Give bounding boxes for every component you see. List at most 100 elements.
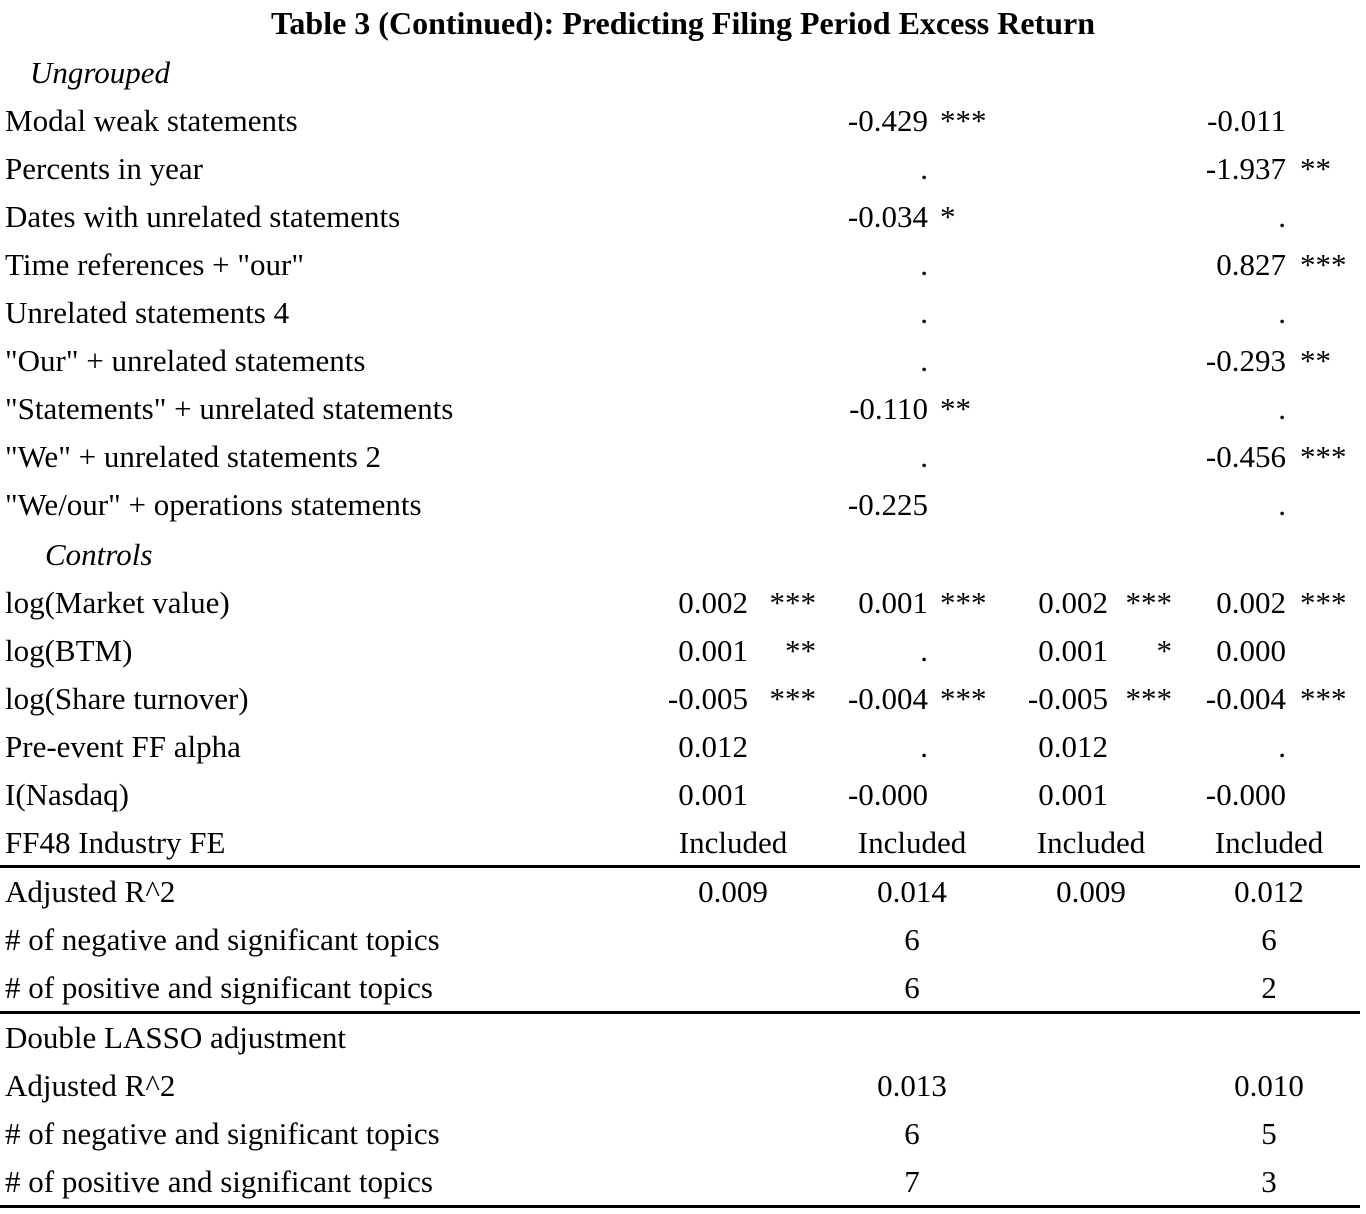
table-row-weour-operations: "We/our" + operations statements -0.225 … — [0, 481, 1366, 529]
col2-stars — [940, 433, 1000, 481]
col2-stars: ** — [940, 391, 971, 426]
col3-stars: *** — [1125, 681, 1173, 716]
col4-value: 0.002 — [1216, 585, 1286, 620]
row-label: "We/our" + operations statements — [5, 487, 422, 522]
col3-stars: *** — [1125, 585, 1173, 620]
col2-stars — [940, 145, 1000, 193]
row-label: Dates with unrelated statements — [5, 199, 401, 234]
col2-stars: *** — [940, 103, 987, 138]
row-label: "Our" + unrelated statements — [5, 343, 366, 378]
col4-value: Included — [1214, 825, 1324, 860]
col2-stars: *** — [940, 681, 987, 716]
col2-value: Included — [857, 825, 967, 860]
col2-value: -0.004 — [847, 681, 928, 716]
col2-value: . — [920, 247, 928, 282]
table-row-lasso-adjusted-r2: Adjusted R^2 0.013 0.010 — [0, 1062, 1366, 1110]
col3-value: Included — [1036, 825, 1146, 860]
col4-value: . — [1278, 391, 1286, 426]
col4-value: -0.000 — [1205, 777, 1286, 812]
table-row-ff48-industry-fe: FF48 Industry FE Included Included Inclu… — [0, 819, 1366, 867]
col1-value: 0.001 — [678, 633, 748, 668]
col4-value: 6 — [1261, 922, 1277, 957]
col4-value: 0.012 — [1234, 874, 1304, 909]
col1-value: 0.002 — [678, 585, 748, 620]
table-row-lasso-header: Double LASSO adjustment — [0, 1014, 1366, 1062]
section-header-controls: Controls — [0, 531, 1366, 579]
col4-stars — [1300, 97, 1360, 145]
col2-value: -0.000 — [847, 777, 928, 812]
table-row-lasso-negative-significant: # of negative and significant topics 6 5 — [0, 1110, 1366, 1158]
col2-value: . — [920, 439, 928, 474]
col4-value: 0.000 — [1216, 633, 1286, 668]
col2-stars: *** — [940, 585, 987, 620]
table-row-our-unrelated: "Our" + unrelated statements . -0.293 ** — [0, 337, 1366, 385]
row-label: log(BTM) — [5, 633, 133, 668]
col2-stars — [940, 481, 1000, 529]
col4-value: 0.010 — [1234, 1068, 1304, 1103]
divider-rule — [0, 865, 1360, 868]
col2-value: 6 — [904, 922, 920, 957]
row-label: # of positive and significant topics — [5, 970, 433, 1005]
col4-value: 3 — [1261, 1164, 1277, 1199]
table-row-dates-unrelated: Dates with unrelated statements -0.034 *… — [0, 193, 1366, 241]
col1-value: Included — [678, 825, 788, 860]
col4-value: . — [1278, 729, 1286, 764]
table-row-nasdaq: I(Nasdaq) 0.001 -0.000 0.001 -0.000 — [0, 771, 1366, 819]
col4-value: -1.937 — [1205, 151, 1286, 186]
table-row-negative-significant: # of negative and significant topics 6 6 — [0, 916, 1366, 964]
col4-stars: ** — [1300, 151, 1331, 186]
col4-value: 5 — [1261, 1116, 1277, 1151]
col4-stars: *** — [1300, 585, 1347, 620]
col4-stars: *** — [1300, 439, 1347, 474]
col2-value: . — [920, 343, 928, 378]
col1-value: 0.009 — [698, 874, 768, 909]
col3-value: 0.012 — [1038, 729, 1108, 764]
col2-value: -0.225 — [847, 487, 928, 522]
col4-value: -0.004 — [1205, 681, 1286, 716]
col4-value: 0.827 — [1216, 247, 1286, 282]
col1-value: 0.012 — [678, 729, 748, 764]
row-label: Adjusted R^2 — [5, 1068, 176, 1103]
col1-value: -0.005 — [667, 681, 748, 716]
divider-rule — [0, 1011, 1360, 1014]
col1-stars: *** — [769, 585, 817, 620]
col4-value: -0.293 — [1205, 343, 1286, 378]
row-label: Time references + "our" — [5, 247, 305, 282]
col2-stars: * — [940, 199, 956, 234]
col2-value: -0.110 — [849, 391, 928, 426]
col3-value: -0.005 — [1027, 681, 1108, 716]
row-label: Unrelated statements 4 — [5, 295, 290, 330]
col4-stars — [1300, 193, 1360, 241]
col2-value: . — [920, 633, 928, 668]
col4-value: . — [1278, 487, 1286, 522]
col2-value: 0.001 — [858, 585, 928, 620]
row-label: Pre-event FF alpha — [5, 729, 241, 764]
table-row-percents-year: Percents in year . -1.937 ** — [0, 145, 1366, 193]
table-row-we-unrelated2: "We" + unrelated statements 2 . -0.456 *… — [0, 433, 1366, 481]
col4-stars — [1300, 771, 1360, 819]
col4-stars — [1300, 481, 1360, 529]
col3-stars: * — [1156, 633, 1173, 668]
table-row-modal-weak: Modal weak statements -0.429 *** -0.011 — [0, 97, 1366, 145]
col4-value: 2 — [1261, 970, 1277, 1005]
col4-value: -0.456 — [1205, 439, 1286, 474]
bottom-rule — [0, 1205, 1360, 1208]
table-title: Table 3 (Continued): Predicting Filing P… — [271, 5, 1095, 41]
table-row-adjusted-r2: Adjusted R^2 0.009 0.014 0.009 0.012 — [0, 868, 1366, 916]
table-row-log-market-value: log(Market value) 0.002 *** 0.001 *** 0.… — [0, 579, 1366, 627]
table-row-time-our: Time references + "our" . 0.827 *** — [0, 241, 1366, 289]
col4-stars: *** — [1300, 681, 1347, 716]
row-label: "We" + unrelated statements 2 — [5, 439, 382, 474]
section-label-ungrouped: Ungrouped — [30, 55, 171, 90]
row-label: Adjusted R^2 — [5, 874, 176, 909]
col2-value: 0.013 — [877, 1068, 947, 1103]
col2-value: 6 — [904, 970, 920, 1005]
row-label: FF48 Industry FE — [5, 825, 226, 860]
col4-stars — [1300, 385, 1360, 433]
col2-value: 0.014 — [877, 874, 947, 909]
col1-value: 0.001 — [678, 777, 748, 812]
row-label: Percents in year — [5, 151, 203, 186]
row-label: Double LASSO adjustment — [5, 1020, 346, 1055]
table-row-unrelated4: Unrelated statements 4 . . — [0, 289, 1366, 337]
